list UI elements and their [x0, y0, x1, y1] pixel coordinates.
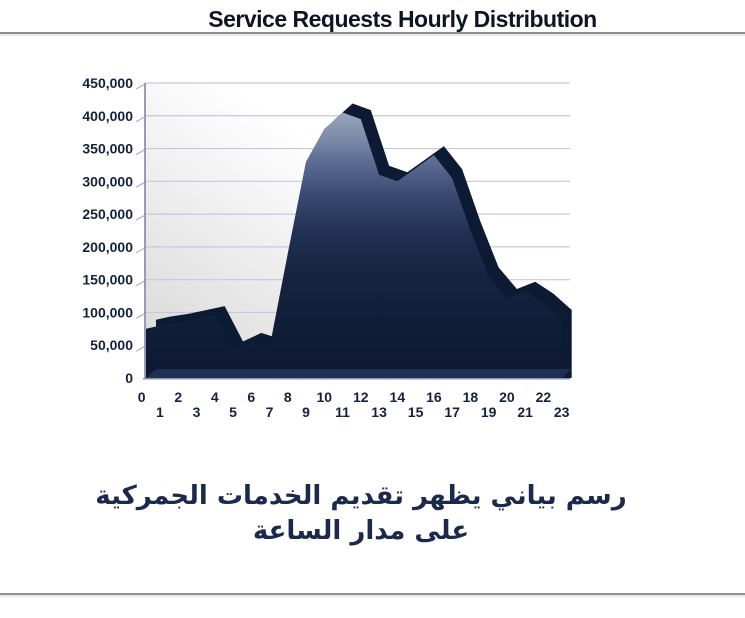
- x-axis-tick-label: 19: [481, 404, 497, 420]
- y-axis-tick: [135, 345, 146, 352]
- x-axis-tick-label: 16: [426, 389, 442, 405]
- caption-line-1: رسم بياني يظهر تقديم الخدمات الجمركية: [95, 481, 627, 511]
- y-axis-tick-label: 0: [125, 370, 133, 386]
- y-axis-labels: 450,000 400,000 350,000 300,000 250,000 200,0…: [82, 75, 133, 386]
- x-axis-tick-label: 14: [390, 389, 406, 405]
- y-axis-tick-label: 350,000: [82, 141, 133, 157]
- x-axis-tick-label: 10: [317, 389, 333, 405]
- floor-bevel: [146, 369, 572, 378]
- x-axis-tick-label: 15: [408, 404, 424, 420]
- y-axis-tick: [135, 312, 146, 319]
- y-axis-tick: [135, 149, 146, 156]
- y-axis-tick-label: 250,000: [82, 206, 133, 222]
- area-series-front: [146, 112, 562, 378]
- x-axis-tick-label: 7: [266, 404, 274, 420]
- x-axis-tick-label: 11: [335, 404, 350, 420]
- x-axis-tick-label: 23: [554, 404, 570, 420]
- x-axis-tick-label: 3: [193, 404, 201, 420]
- y-axis-tick: [135, 280, 146, 287]
- y-axis-tick: [135, 214, 146, 221]
- y-axis-tick-label: 450,000: [82, 75, 133, 91]
- y-axis-tick-label: 150,000: [82, 272, 133, 288]
- x-axis-tick-label: 9: [302, 404, 310, 420]
- x-axis-tick-label: 1: [156, 404, 164, 420]
- y-axis-tick: [135, 181, 146, 188]
- chart-caption: رسم بياني يظهر تقديم الخدمات الجمركية عل…: [0, 479, 722, 549]
- y-axis-tick: [135, 83, 146, 90]
- bottom-divider: [0, 593, 745, 597]
- x-axis-tick-label: 21: [517, 404, 533, 420]
- x-axis-tick-label: 18: [463, 389, 479, 405]
- x-axis-tick-label: 20: [499, 389, 515, 405]
- x-axis-tick-label: 22: [536, 389, 552, 405]
- report-title: Service Requests Hourly Distribution: [208, 6, 597, 32]
- y-axis-tick-label: 400,000: [82, 108, 133, 124]
- x-axis-tick-label: 8: [284, 389, 292, 405]
- x-axis-tick-label: 6: [247, 389, 255, 405]
- x-axis-tick-label: 12: [353, 389, 369, 405]
- y-axis-tick-label: 200,000: [82, 239, 133, 255]
- top-divider: [0, 32, 745, 36]
- chart-canvas: 450,000400,000350,000300,000250,000200,0…: [82, 75, 572, 420]
- y-axis-tick: [135, 247, 146, 254]
- x-axis-tick-label: 4: [211, 389, 219, 405]
- y-axis-tick: [135, 116, 146, 123]
- y-axis-tick-label: 300,000: [82, 173, 133, 189]
- hourly-distribution-chart: 450,000 400,000 350,000 300,000 250,000 200,0…: [0, 70, 745, 430]
- x-axis-tick-label: 5: [229, 404, 237, 420]
- y-axis-tick-label: 100,000: [82, 304, 133, 320]
- x-axis-tick-label: 2: [174, 389, 182, 405]
- area-series: [146, 103, 572, 378]
- axes: [143, 83, 570, 380]
- y-axis-tick-label: 50,000: [90, 337, 133, 353]
- x-axis-tick-label: 13: [371, 404, 387, 420]
- caption-line-2: على مدار الساعة: [252, 516, 470, 546]
- x-axis-tick-label: 17: [444, 404, 460, 420]
- x-axis-tick-label: 0: [138, 389, 146, 405]
